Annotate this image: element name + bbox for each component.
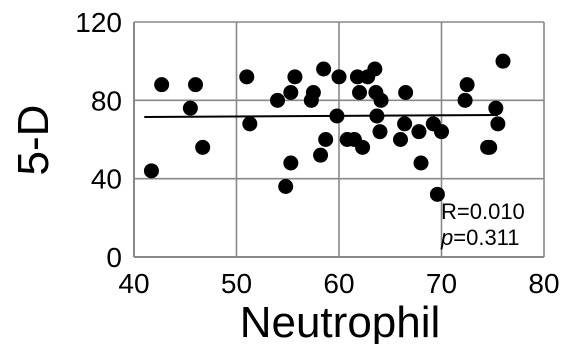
y-tick-label: 0 (106, 242, 122, 273)
data-point (195, 139, 211, 155)
data-point (495, 53, 511, 69)
data-point (313, 147, 329, 163)
y-tick-label: 120 (75, 7, 122, 38)
y-tick-label: 80 (91, 85, 122, 116)
data-point (239, 69, 255, 85)
data-point (188, 77, 203, 93)
r-annotation: R=0.010 (441, 199, 525, 224)
data-point (369, 108, 385, 124)
data-point (367, 61, 383, 77)
trendline-group (144, 114, 498, 118)
trendline (144, 114, 498, 118)
data-point (316, 61, 332, 77)
x-tick-label: 40 (118, 268, 149, 299)
x-tick-label: 80 (528, 268, 559, 299)
data-point (287, 69, 303, 85)
x-axis-title: Neutrophil (240, 298, 441, 344)
data-point (182, 100, 198, 116)
data-point (242, 116, 258, 132)
data-point (398, 85, 414, 100)
axes (133, 22, 544, 258)
data-point (393, 132, 408, 147)
data-point (143, 163, 159, 179)
data-point (154, 77, 170, 93)
data-point (355, 139, 371, 155)
data-point (318, 132, 334, 147)
data-point (373, 92, 389, 108)
data-point (459, 77, 475, 93)
data-point (305, 85, 321, 100)
data-point (482, 139, 498, 155)
data-point (490, 116, 506, 132)
p-annotation: p=0.311 (440, 225, 520, 250)
data-point (352, 85, 367, 100)
y-tick-label: 40 (91, 164, 122, 195)
data-point (488, 100, 504, 116)
data-point (411, 124, 427, 140)
data-point (283, 155, 299, 171)
data-point (434, 124, 449, 140)
data-points (143, 53, 511, 202)
data-point (429, 186, 445, 202)
data-point (329, 108, 345, 124)
p-value: =0.311 (453, 225, 519, 250)
x-tick-label: 70 (426, 268, 457, 299)
data-point (270, 92, 285, 108)
data-point (349, 69, 365, 85)
p-symbol: p (440, 225, 453, 250)
x-tick-label: 60 (323, 268, 354, 299)
data-point (331, 69, 347, 85)
y-axis-title: 5-D (9, 105, 58, 176)
x-tick-label: 50 (221, 268, 252, 299)
data-point (413, 155, 429, 171)
data-point (278, 179, 294, 194)
data-point (457, 92, 473, 108)
data-point (372, 124, 388, 140)
data-point (283, 85, 299, 100)
data-point (397, 116, 413, 132)
